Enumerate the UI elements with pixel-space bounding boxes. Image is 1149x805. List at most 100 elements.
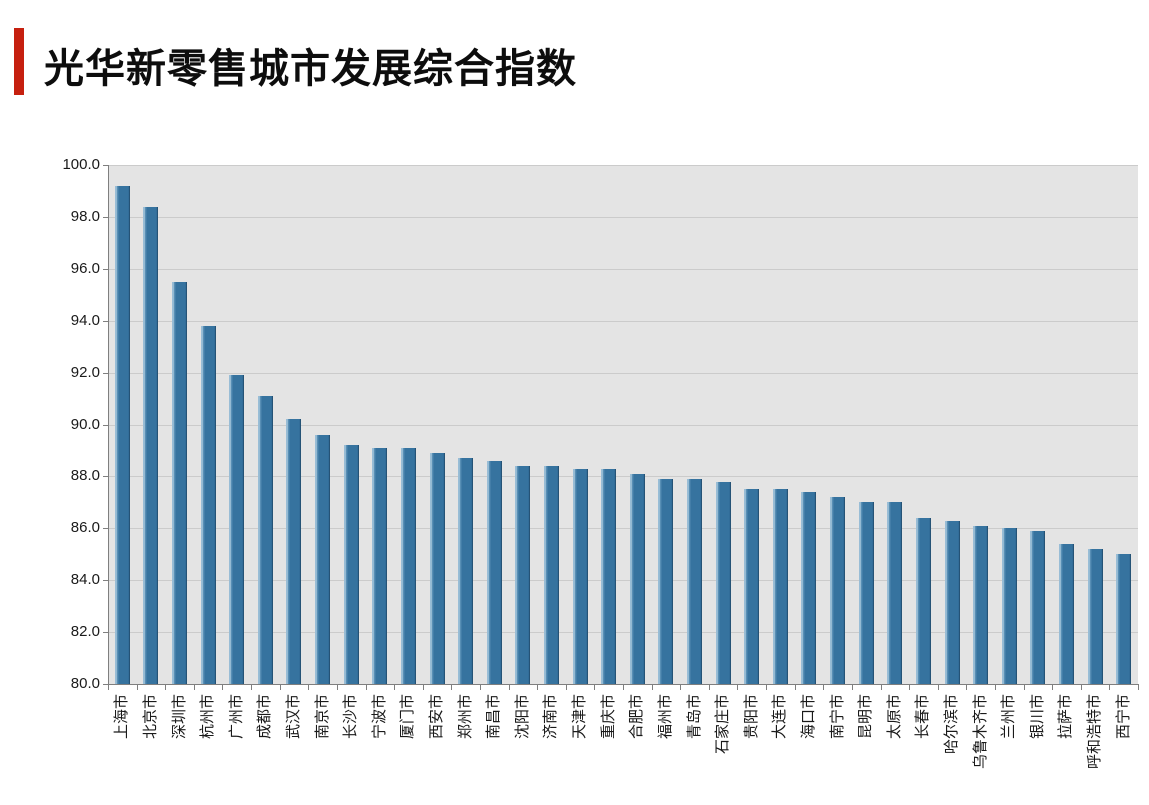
x-axis-label: 昆明市 bbox=[857, 694, 875, 740]
x-axis-label: 乌鲁木齐市 bbox=[971, 694, 989, 770]
y-axis-tick bbox=[103, 476, 108, 477]
x-axis-label: 石家庄市 bbox=[714, 694, 732, 755]
bar bbox=[601, 468, 617, 684]
x-axis-tick bbox=[1024, 685, 1025, 690]
x-axis-tick bbox=[366, 685, 367, 690]
y-axis-tick bbox=[103, 684, 108, 685]
x-axis-label: 宁波市 bbox=[370, 694, 388, 740]
bar bbox=[1001, 528, 1017, 684]
y-axis-label: 94.0 bbox=[70, 312, 100, 329]
bar bbox=[315, 434, 331, 684]
y-axis-tick bbox=[103, 269, 108, 270]
y-axis-label: 92.0 bbox=[70, 364, 100, 381]
y-axis-tick bbox=[103, 580, 108, 581]
title-accent-bar bbox=[14, 28, 24, 95]
x-axis-label: 北京市 bbox=[141, 694, 159, 740]
y-axis-label: 84.0 bbox=[70, 571, 100, 588]
bar bbox=[286, 419, 302, 684]
x-axis-tick bbox=[280, 685, 281, 690]
x-axis-label: 哈尔滨市 bbox=[943, 694, 961, 755]
y-gridline bbox=[108, 632, 1138, 633]
x-axis-label: 合肥市 bbox=[628, 694, 646, 740]
x-axis-tick bbox=[1081, 685, 1082, 690]
x-axis-tick bbox=[451, 685, 452, 690]
bar bbox=[143, 206, 159, 684]
x-axis-label: 南京市 bbox=[313, 694, 331, 740]
x-axis-tick bbox=[995, 685, 996, 690]
y-axis-label: 88.0 bbox=[70, 467, 100, 484]
y-gridline bbox=[108, 321, 1138, 322]
y-axis-label: 100.0 bbox=[62, 156, 100, 173]
x-axis-label: 西宁市 bbox=[1114, 694, 1132, 740]
bar bbox=[229, 375, 245, 684]
x-axis-tick bbox=[881, 685, 882, 690]
x-axis-label: 海口市 bbox=[799, 694, 817, 740]
x-axis-label: 重庆市 bbox=[599, 694, 617, 740]
x-axis-tick bbox=[1109, 685, 1110, 690]
bar bbox=[1030, 530, 1046, 684]
x-axis-label: 西安市 bbox=[428, 694, 446, 740]
bar bbox=[486, 460, 502, 684]
y-gridline bbox=[108, 373, 1138, 374]
x-axis-tick bbox=[194, 685, 195, 690]
x-axis-label: 天津市 bbox=[571, 694, 589, 740]
x-axis-tick bbox=[251, 685, 252, 690]
y-gridline bbox=[108, 217, 1138, 218]
x-axis-label: 武汉市 bbox=[284, 694, 302, 740]
bar bbox=[858, 502, 874, 684]
x-axis-tick bbox=[795, 685, 796, 690]
x-axis-line bbox=[108, 684, 1139, 685]
x-axis-tick bbox=[137, 685, 138, 690]
bar bbox=[658, 478, 674, 684]
x-axis-label: 郑州市 bbox=[456, 694, 474, 740]
y-axis-tick bbox=[103, 217, 108, 218]
y-axis-label: 90.0 bbox=[70, 416, 100, 433]
x-axis-label: 福州市 bbox=[656, 694, 674, 740]
x-axis-tick bbox=[680, 685, 681, 690]
bar bbox=[543, 466, 559, 684]
x-axis-tick bbox=[594, 685, 595, 690]
y-gridline bbox=[108, 425, 1138, 426]
page-title: 光华新零售城市发展综合指数 bbox=[44, 47, 577, 91]
y-axis-line bbox=[108, 165, 109, 684]
bar bbox=[944, 520, 960, 684]
x-axis-tick bbox=[766, 685, 767, 690]
x-axis-tick bbox=[1138, 685, 1139, 690]
x-axis-label: 杭州市 bbox=[199, 694, 217, 740]
x-axis-label: 长沙市 bbox=[342, 694, 360, 740]
x-axis-tick bbox=[938, 685, 939, 690]
bar bbox=[1058, 543, 1074, 684]
x-axis-tick bbox=[337, 685, 338, 690]
y-axis-tick bbox=[103, 632, 108, 633]
bar bbox=[1116, 554, 1132, 684]
bar bbox=[973, 525, 989, 684]
x-axis-label: 广州市 bbox=[227, 694, 245, 740]
bar bbox=[572, 468, 588, 684]
x-axis-label: 上海市 bbox=[113, 694, 131, 740]
x-axis-tick bbox=[623, 685, 624, 690]
x-axis-tick bbox=[1052, 685, 1053, 690]
x-axis-label: 银川市 bbox=[1028, 694, 1046, 740]
x-axis-label: 沈阳市 bbox=[513, 694, 531, 740]
x-axis-tick bbox=[966, 685, 967, 690]
y-axis-label: 96.0 bbox=[70, 260, 100, 277]
bar bbox=[257, 395, 273, 684]
bar bbox=[915, 517, 931, 684]
bar bbox=[114, 185, 130, 684]
bar bbox=[400, 447, 416, 684]
x-axis-tick bbox=[108, 685, 109, 690]
x-axis-tick bbox=[394, 685, 395, 690]
x-axis-label: 兰州市 bbox=[1000, 694, 1018, 740]
x-axis-label: 济南市 bbox=[542, 694, 560, 740]
bar bbox=[629, 473, 645, 684]
bar bbox=[715, 481, 731, 684]
x-axis-label: 长春市 bbox=[914, 694, 932, 740]
bar bbox=[200, 325, 216, 684]
x-axis-tick bbox=[909, 685, 910, 690]
y-axis-tick bbox=[103, 373, 108, 374]
bar bbox=[458, 458, 474, 684]
y-gridline bbox=[108, 165, 1138, 166]
x-axis-tick bbox=[709, 685, 710, 690]
